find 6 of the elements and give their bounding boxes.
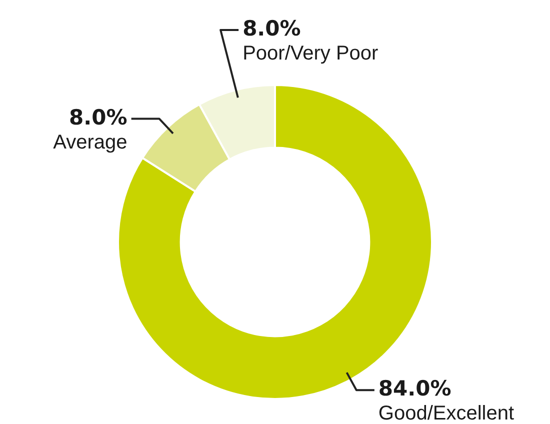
data-label: 84.0% bbox=[378, 376, 452, 401]
slice-label: Good/Excellent bbox=[378, 402, 514, 424]
data-label: 8.0% bbox=[69, 105, 128, 130]
slice-label: Average bbox=[53, 131, 128, 154]
data-label: 8.0% bbox=[242, 16, 301, 40]
slice-label: Poor/Very Poor bbox=[242, 42, 379, 65]
